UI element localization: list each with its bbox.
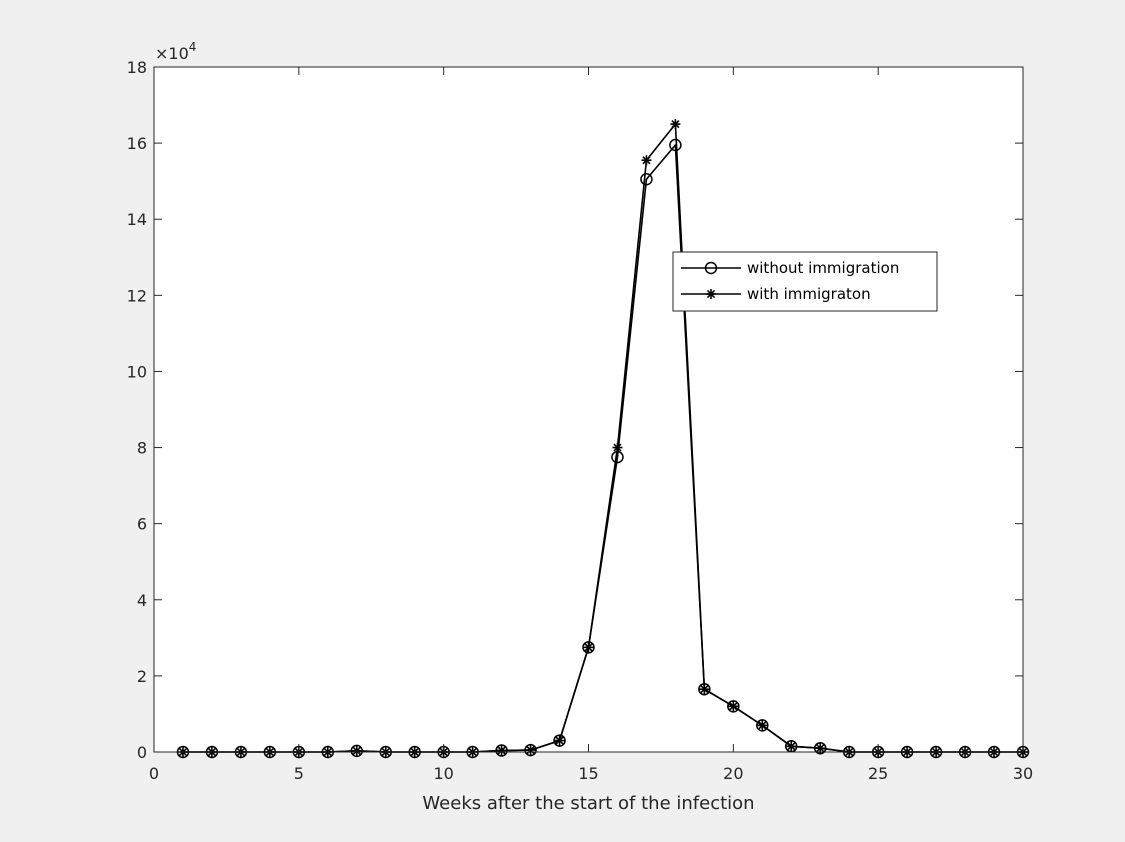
data-point-without-immigration <box>756 719 769 732</box>
x-axis-label: Weeks after the start of the infection <box>422 793 754 814</box>
y-tick-label: 2 <box>137 667 147 686</box>
data-point-with-immigraton <box>670 119 681 130</box>
y-axis-exponent-base: ×10 <box>155 44 189 63</box>
legend-marker-icon-with-immigraton <box>706 289 716 299</box>
tick-layer <box>153 66 1024 753</box>
x-tick-label: 10 <box>433 764 453 783</box>
data-point-with-immigraton <box>496 745 507 756</box>
legend-label-without-immigration: without immigration <box>747 259 899 277</box>
x-tick-label: 5 <box>294 764 304 783</box>
data-point-with-immigraton <box>641 155 652 166</box>
x-tick-label: 20 <box>723 764 743 783</box>
legend-marker-icon-without-immigration <box>704 261 718 275</box>
data-point-without-immigration <box>727 700 740 713</box>
y-tick-label: 16 <box>127 134 147 153</box>
y-tick-label: 8 <box>137 439 147 458</box>
x-tick-label: 0 <box>149 764 159 783</box>
plot-area <box>154 67 1023 752</box>
legend-box <box>672 251 938 312</box>
data-point-with-immigraton <box>351 745 362 756</box>
y-tick-label: 4 <box>137 591 147 610</box>
legend-marker-without-immigration <box>704 261 718 275</box>
data-point-with-immigraton <box>612 442 623 453</box>
y-tick-label: 6 <box>137 515 147 534</box>
y-tick-label: 12 <box>127 286 147 305</box>
y-axis-exponent: ×104 <box>155 40 196 63</box>
legend-label-with-immigraton: with immigraton <box>747 285 871 303</box>
data-point-with-immigraton <box>699 684 710 695</box>
x-tick-label: 15 <box>578 764 598 783</box>
data-point-with-immigraton <box>525 745 536 756</box>
data-point-without-immigration <box>553 734 566 747</box>
data-point-without-immigration <box>640 173 653 186</box>
y-tick-label: 0 <box>137 743 147 762</box>
y-axis-exponent-power: 4 <box>189 40 197 54</box>
x-tick-label: 25 <box>868 764 888 783</box>
data-point-with-immigraton <box>728 701 739 712</box>
legend-marker-with-immigraton <box>706 289 716 299</box>
data-point-with-immigraton <box>554 735 565 746</box>
data-point-with-immigraton <box>757 720 768 731</box>
y-tick-label: 10 <box>127 362 147 381</box>
data-point-with-immigraton <box>583 642 594 653</box>
y-tick-label: 18 <box>127 58 147 77</box>
legend: without immigration with immigraton <box>672 251 938 312</box>
data-point-with-immigraton <box>786 741 797 752</box>
x-tick-label: 30 <box>1013 764 1033 783</box>
y-tick-label: 14 <box>127 210 147 229</box>
tick-label-layer: 0 5 10 15 20 25 30 0 2 4 6 8 10 12 14 16 18 <box>127 58 1034 783</box>
